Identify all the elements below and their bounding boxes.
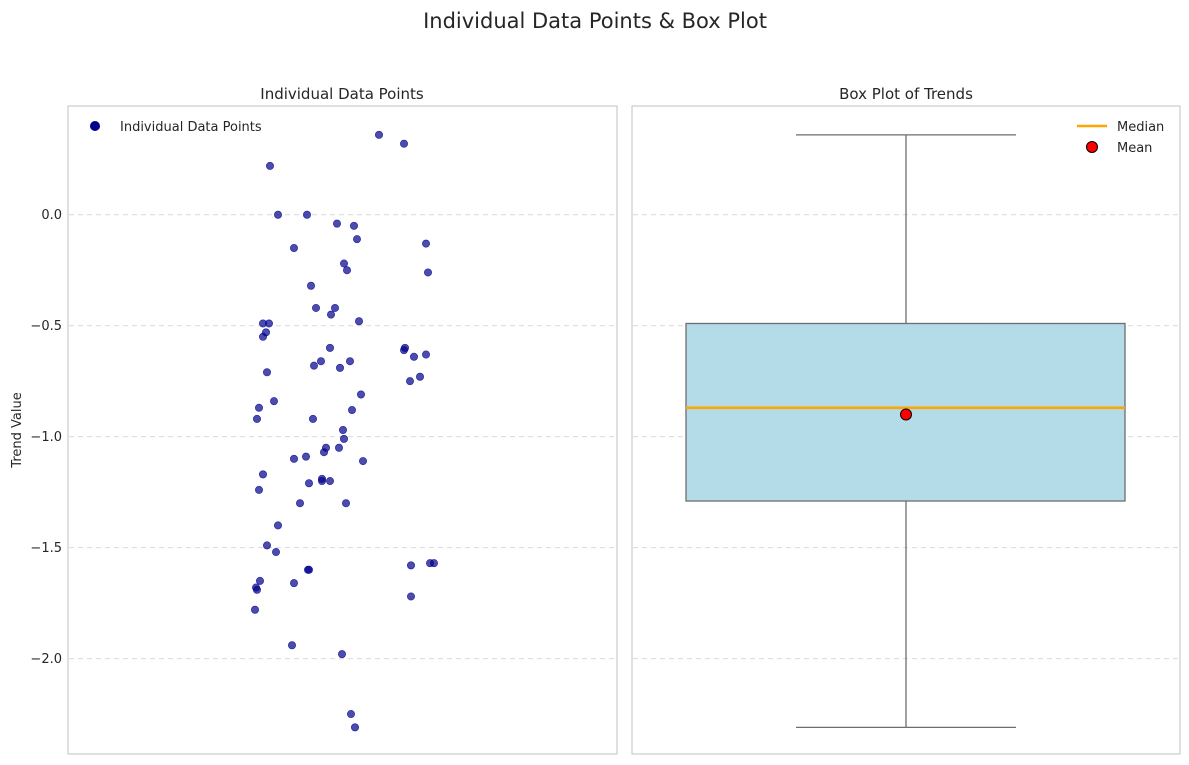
data-point	[255, 485, 264, 494]
data-point	[316, 357, 325, 366]
y-axis-ticks: 0.0 −0.5 −1.0 −1.5 −2.0	[30, 208, 62, 667]
legend-marker-points	[90, 121, 100, 131]
y-axis-label: Trend Value	[10, 392, 25, 468]
data-point	[295, 499, 304, 508]
data-point	[304, 479, 313, 488]
data-point	[289, 244, 298, 253]
scatter-panel: 0.0 −0.5 −1.0 −1.5 −2.0 Individual Data Poin…	[10, 85, 618, 755]
data-point	[253, 414, 262, 423]
data-point	[425, 559, 434, 568]
data-point	[347, 406, 356, 415]
data-point	[289, 579, 298, 588]
boxplot-panel: Box Plot of Trends Median Mean	[631, 85, 1181, 755]
boxplot-panel-title: Box Plot of Trends	[839, 85, 973, 103]
data-point	[262, 368, 271, 377]
boxplot-legend: Median Mean	[1077, 120, 1164, 156]
data-point	[332, 219, 341, 228]
figure-title: Individual Data Points & Box Plot	[423, 9, 767, 33]
data-point	[374, 130, 383, 139]
data-point	[406, 592, 415, 601]
legend-label-median: Median	[1117, 120, 1164, 135]
scatter-panel-title: Individual Data Points	[260, 85, 424, 103]
data-point	[255, 576, 264, 585]
data-point	[265, 161, 274, 170]
data-point	[273, 521, 282, 530]
data-point	[325, 343, 334, 352]
data-point	[345, 357, 354, 366]
data-point	[421, 350, 430, 359]
y-tick-label: −1.0	[30, 430, 62, 445]
data-point	[342, 266, 351, 275]
data-point	[421, 239, 430, 248]
data-point	[269, 397, 278, 406]
mean-marker	[900, 408, 912, 421]
data-point	[346, 710, 355, 719]
data-point	[319, 448, 328, 457]
data-point	[303, 565, 312, 574]
data-point	[358, 457, 367, 466]
data-point	[415, 372, 424, 381]
data-point	[406, 561, 415, 570]
data-point	[335, 363, 344, 372]
data-point	[258, 332, 267, 341]
data-point	[334, 443, 343, 452]
data-point	[354, 317, 363, 326]
legend-label-points: Individual Data Points	[120, 120, 262, 135]
data-point	[306, 281, 315, 290]
data-point	[349, 221, 358, 230]
data-point	[262, 541, 271, 550]
box-plot	[685, 134, 1126, 729]
data-point	[251, 605, 260, 614]
data-point	[399, 139, 408, 148]
y-tick-label: −1.5	[30, 541, 62, 556]
data-point	[273, 210, 282, 219]
y-tick-label: −0.5	[30, 319, 62, 334]
data-point	[309, 361, 318, 370]
data-point	[258, 319, 267, 328]
y-tick-label: −2.0	[30, 652, 62, 667]
data-point	[338, 425, 347, 434]
data-point	[339, 259, 348, 268]
data-point	[301, 452, 310, 461]
data-point	[405, 377, 414, 386]
legend-marker-mean	[1086, 141, 1098, 153]
data-point	[255, 403, 264, 412]
scatter-points	[251, 130, 438, 732]
data-point	[352, 235, 361, 244]
data-point	[326, 310, 335, 319]
data-point	[356, 390, 365, 399]
scatter-legend: Individual Data Points	[90, 120, 262, 135]
data-point	[341, 499, 350, 508]
y-tick-label: 0.0	[41, 208, 62, 223]
data-point	[258, 470, 267, 479]
data-point	[330, 303, 339, 312]
data-point	[423, 268, 432, 277]
data-point	[337, 650, 346, 659]
data-point	[399, 346, 408, 355]
data-point	[271, 548, 280, 557]
data-point	[253, 585, 262, 594]
data-point	[302, 210, 311, 219]
data-point	[287, 641, 296, 650]
data-point	[339, 434, 348, 443]
data-point	[325, 477, 334, 486]
data-point	[409, 352, 418, 361]
data-point	[308, 414, 317, 423]
data-point	[289, 454, 298, 463]
data-point	[350, 723, 359, 732]
legend-label-mean: Mean	[1117, 141, 1152, 156]
data-point	[311, 303, 320, 312]
data-point	[317, 477, 326, 486]
